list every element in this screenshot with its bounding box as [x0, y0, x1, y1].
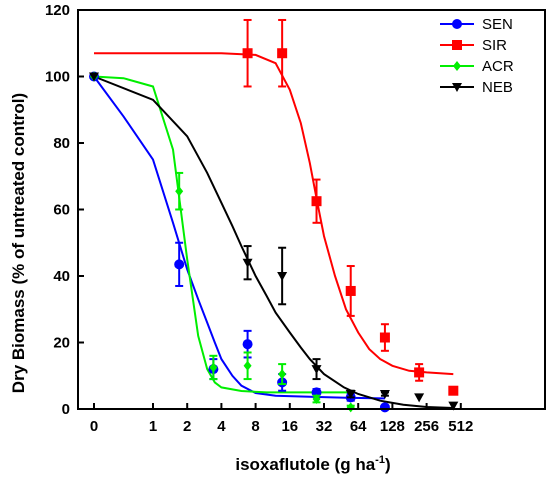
y-tick-label: 20 [53, 335, 70, 352]
point-acr [175, 186, 184, 197]
x-tick-label: 0 [90, 418, 98, 435]
point-neb [379, 390, 390, 400]
point-acr [312, 394, 321, 405]
point-neb [89, 72, 99, 82]
y-tick-label: 100 [45, 69, 70, 86]
x-tick-label: 256 [414, 418, 439, 435]
fit-curve-neb [93, 75, 454, 409]
y-tick-label: 40 [53, 268, 70, 285]
point-acr [209, 362, 218, 373]
point-sen [174, 259, 185, 270]
point-sir [345, 285, 356, 296]
x-axis-label: isoxaflutole (g ha-1) [235, 454, 390, 474]
y-axis-label: Dry Biomass (% of untreated control) [9, 93, 28, 393]
fit-curve-sen [93, 75, 385, 400]
x-axis-label-sup: -1 [375, 454, 385, 466]
fit-curve-acr [93, 75, 351, 394]
fit-curves [93, 52, 454, 409]
point-neb [452, 83, 462, 92]
x-tick-label: 8 [251, 418, 259, 435]
x-tick-label: 4 [217, 418, 226, 435]
point-neb [345, 390, 356, 400]
legend-label-sen: SEN [482, 16, 513, 33]
legend-label-sir: SIR [482, 37, 507, 54]
point-neb [311, 365, 322, 375]
point-neb [448, 401, 459, 411]
point-sen [452, 19, 462, 29]
point-sir [379, 332, 390, 343]
x-tick-label: 32 [316, 418, 333, 435]
legend: SEN SIR ACR NEB [440, 16, 514, 96]
x-axis-label-end: ) [385, 455, 391, 474]
point-neb [414, 393, 425, 403]
x-tick-label: 64 [350, 418, 367, 435]
y-tick-label: 120 [45, 2, 70, 19]
point-sir [242, 48, 253, 59]
y-tick-label: 0 [62, 401, 70, 418]
point-neb [277, 272, 288, 281]
point-sir [414, 367, 425, 378]
legend-label-acr: ACR [482, 58, 514, 75]
point-acr [346, 402, 355, 413]
y-tick-label: 80 [53, 135, 70, 152]
point-neb [242, 258, 253, 268]
x-axis-label-main: isoxaflutole (g ha [235, 455, 375, 474]
point-acr [453, 61, 461, 71]
point-sir [311, 196, 322, 207]
legend-label-neb: NEB [482, 79, 513, 96]
x-tick-label: 16 [281, 418, 298, 435]
y-tick-label: 60 [53, 202, 70, 219]
point-sen [242, 339, 253, 350]
point-sir [448, 385, 459, 396]
plot-frame [77, 9, 546, 410]
data-points [89, 18, 459, 413]
point-sen [379, 402, 390, 413]
axes: 0 20 40 60 80 100 120 0 1 2 4 8 16 32 64 128 256 512 [45, 2, 473, 435]
fit-curve-sir [94, 52, 454, 376]
x-tick-label: 128 [380, 418, 405, 435]
point-acr [278, 369, 287, 380]
x-tick-label: 2 [183, 418, 191, 435]
x-tick-label: 1 [149, 418, 157, 435]
point-sir [277, 48, 288, 59]
point-sir [452, 40, 462, 50]
point-acr [243, 360, 252, 371]
x-tick-label: 512 [448, 418, 473, 435]
